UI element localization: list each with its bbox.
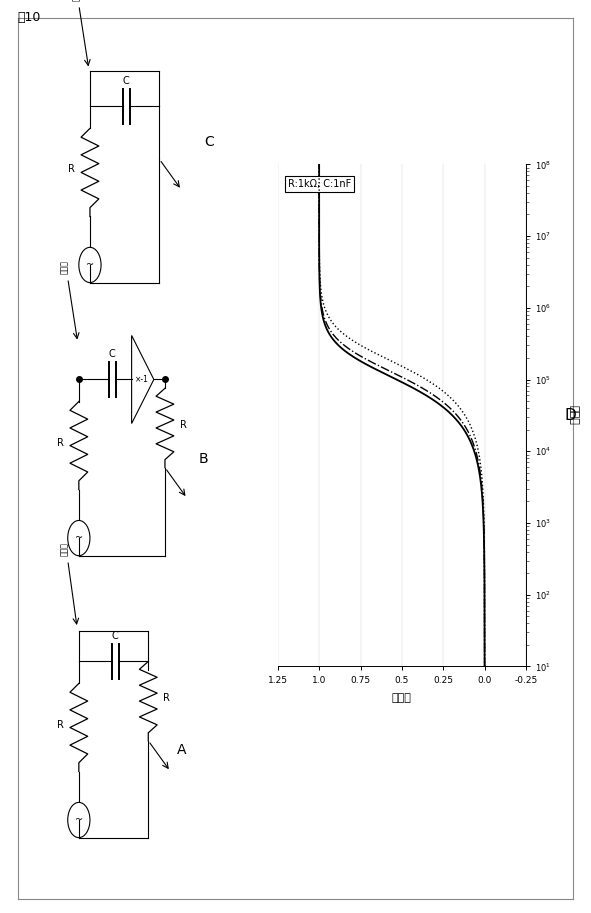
Text: ×-1: ×-1 [135, 375, 148, 384]
Text: B: B [199, 452, 209, 466]
Text: D: D [565, 408, 577, 423]
Text: R:1kΩ, C:1nF: R:1kΩ, C:1nF [288, 179, 351, 189]
Text: R: R [57, 719, 64, 729]
Y-axis label: 周波数: 周波数 [569, 405, 579, 425]
Text: ~: ~ [75, 533, 83, 543]
Text: 図10: 図10 [18, 11, 41, 24]
Text: R: R [180, 420, 187, 430]
X-axis label: ゲイン: ゲイン [392, 693, 412, 703]
Text: R: R [57, 437, 64, 447]
Text: ~: ~ [75, 815, 83, 825]
Text: 観測点: 観測点 [60, 541, 70, 556]
Text: A: A [177, 742, 186, 757]
Text: C: C [111, 632, 118, 642]
Text: C: C [122, 77, 129, 87]
Text: R: R [68, 164, 75, 174]
Text: 観測点: 観測点 [60, 260, 70, 274]
Text: C: C [204, 134, 215, 149]
Text: ~: ~ [86, 260, 94, 270]
Text: C: C [108, 350, 115, 360]
Text: R: R [163, 693, 170, 703]
